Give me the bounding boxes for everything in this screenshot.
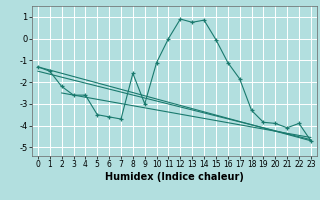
X-axis label: Humidex (Indice chaleur): Humidex (Indice chaleur) xyxy=(105,172,244,182)
